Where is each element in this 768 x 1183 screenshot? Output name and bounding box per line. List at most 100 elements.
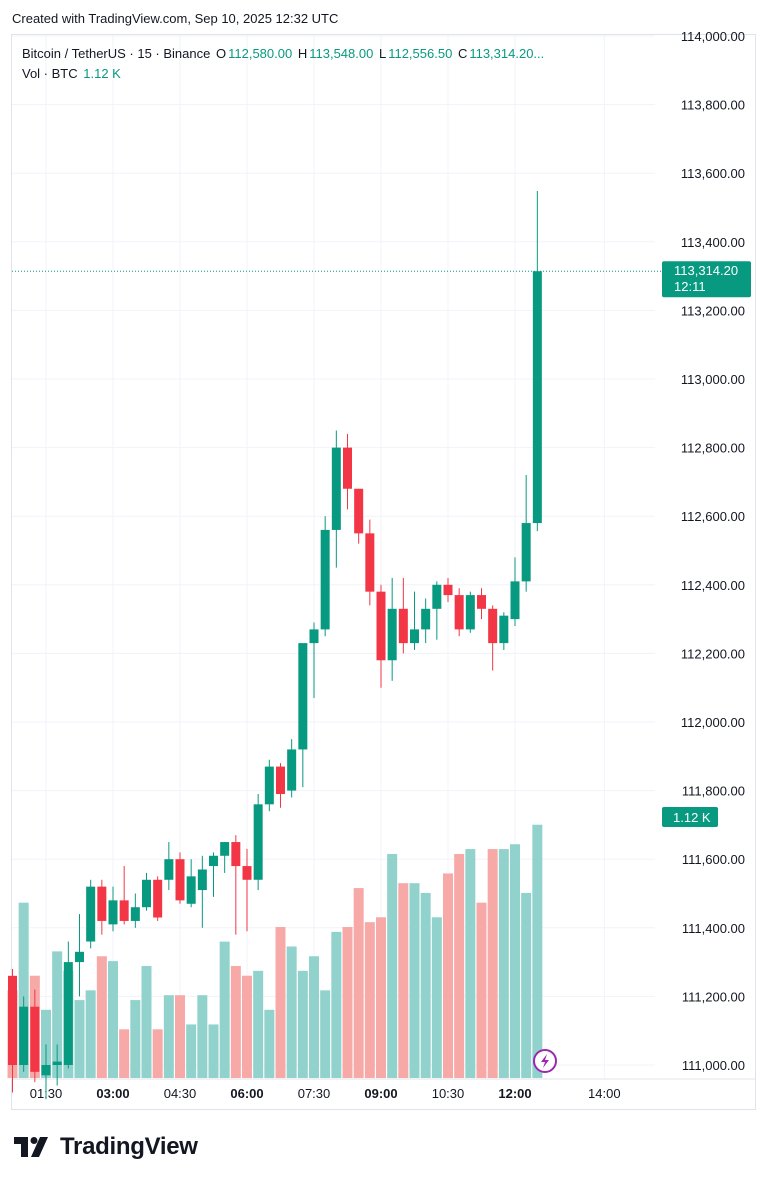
volume-bar xyxy=(230,965,241,1078)
x-tick-label: 10:30 xyxy=(432,1086,465,1101)
candle-body xyxy=(108,900,118,925)
volume-bar xyxy=(364,922,375,1078)
candle-body xyxy=(8,975,17,1065)
volume-bar xyxy=(130,1000,141,1078)
last-price-tag xyxy=(662,261,751,298)
y-tick-label: 111,600.00 xyxy=(682,852,745,867)
volume-bar xyxy=(331,931,342,1078)
candle-body xyxy=(119,900,129,921)
candle-body xyxy=(532,271,542,524)
volume-bar xyxy=(175,995,185,1078)
volume-bar xyxy=(454,853,465,1078)
volume-bar xyxy=(275,927,286,1078)
volume-bar xyxy=(510,844,520,1078)
candle-body xyxy=(421,608,431,630)
candle-body xyxy=(142,879,151,908)
candle-body xyxy=(432,584,442,609)
legend-symbol-row: Bitcoin / TetherUS · 15 · Binance O 112,5… xyxy=(22,44,546,64)
volume-bar xyxy=(376,917,386,1078)
volume-bar xyxy=(465,849,476,1078)
y-tick-label: 112,200.00 xyxy=(681,646,745,661)
created-with-text: Created with TradingView.com, Sep 10, 20… xyxy=(12,11,339,26)
candle-body xyxy=(186,876,196,904)
y-tick-label: 113,000.00 xyxy=(681,372,745,387)
candle-body xyxy=(287,749,297,791)
y-tick-label: 112,800.00 xyxy=(681,441,745,456)
candle-body xyxy=(30,1006,40,1072)
tradingview-logo[interactable]: TradingView xyxy=(14,1133,198,1161)
candle-body xyxy=(153,879,163,918)
legend-symbol[interactable]: Bitcoin / TetherUS · 15 · Binance xyxy=(22,46,211,61)
volume-bar xyxy=(264,1009,275,1078)
volume-bar xyxy=(387,853,398,1078)
legend-volume-label[interactable]: Vol · BTC xyxy=(22,66,78,81)
volume-bar xyxy=(242,975,252,1078)
volume-bar xyxy=(208,1024,219,1078)
x-tick-label: 14:00 xyxy=(588,1086,621,1101)
candle-body xyxy=(331,447,341,530)
candle-body xyxy=(41,1065,51,1076)
volume-bar xyxy=(186,1024,197,1078)
volume-bar xyxy=(108,961,118,1078)
volume-bar xyxy=(487,849,498,1078)
y-tick-label: 111,000.00 xyxy=(682,1058,745,1073)
candle-body xyxy=(398,608,408,644)
volume-bar xyxy=(119,1029,130,1078)
last-price-tag-countdown: 12:11 xyxy=(674,279,706,294)
legend-low-value: 112,556.50 xyxy=(388,46,453,61)
candle-body xyxy=(309,629,319,644)
candle-body xyxy=(521,523,531,582)
volume-bar xyxy=(52,951,63,1078)
candle-body xyxy=(97,886,107,921)
volume-bar xyxy=(521,892,532,1078)
candle-body xyxy=(130,907,140,921)
candle-body xyxy=(75,951,84,963)
volume-bar xyxy=(18,902,29,1078)
legend-high-label: H xyxy=(297,46,308,61)
y-tick-label: 111,400.00 xyxy=(682,921,745,936)
y-tick-label: 112,000.00 xyxy=(681,715,745,730)
y-tick-label: 112,400.00 xyxy=(681,578,745,593)
volume-bar xyxy=(41,1009,51,1078)
candle-body xyxy=(376,591,386,661)
candle-body xyxy=(276,766,285,795)
legend-volume-value: 1.12 K xyxy=(83,66,121,81)
volume-bar xyxy=(420,892,431,1078)
volume-bar xyxy=(152,1029,163,1078)
y-tick-label: 113,800.00 xyxy=(681,98,745,113)
candle-body xyxy=(175,859,185,901)
legend-close-label: C xyxy=(457,46,468,61)
candle-body xyxy=(86,886,96,942)
candle-body xyxy=(320,529,330,630)
volume-bar xyxy=(286,946,297,1078)
volume-bar xyxy=(253,970,264,1078)
candle-body xyxy=(63,962,73,1065)
candle-body xyxy=(253,804,263,880)
legend-open-value: 112,580.00 xyxy=(228,46,293,61)
legend-volume-row: Vol · BTC 1.12 K xyxy=(22,64,546,84)
volume-bar xyxy=(96,956,107,1078)
candle-body xyxy=(19,1006,29,1065)
candle-body xyxy=(410,629,419,644)
x-tick-label: 06:00 xyxy=(230,1086,263,1101)
y-tick-label: 113,400.00 xyxy=(681,235,745,250)
candle-body xyxy=(488,608,498,644)
volume-bar xyxy=(219,941,230,1078)
volume-bar xyxy=(320,990,331,1078)
candle-body xyxy=(242,866,252,880)
volume-bar xyxy=(309,956,319,1078)
candle-body xyxy=(220,842,230,856)
y-tick-label: 113,600.00 xyxy=(681,166,745,181)
volume-bar xyxy=(297,970,308,1078)
volume-bar xyxy=(443,873,453,1078)
volume-bar xyxy=(398,883,409,1078)
volume-bar xyxy=(141,965,152,1078)
volume-bar xyxy=(163,995,174,1078)
volume-bar xyxy=(532,824,543,1078)
volume-bar xyxy=(409,883,420,1078)
candle-body xyxy=(465,595,475,630)
volume-tag-value: 1.12 K xyxy=(673,810,711,825)
volume-tag xyxy=(662,807,718,827)
y-tick-label: 114,000.00 xyxy=(681,29,745,44)
